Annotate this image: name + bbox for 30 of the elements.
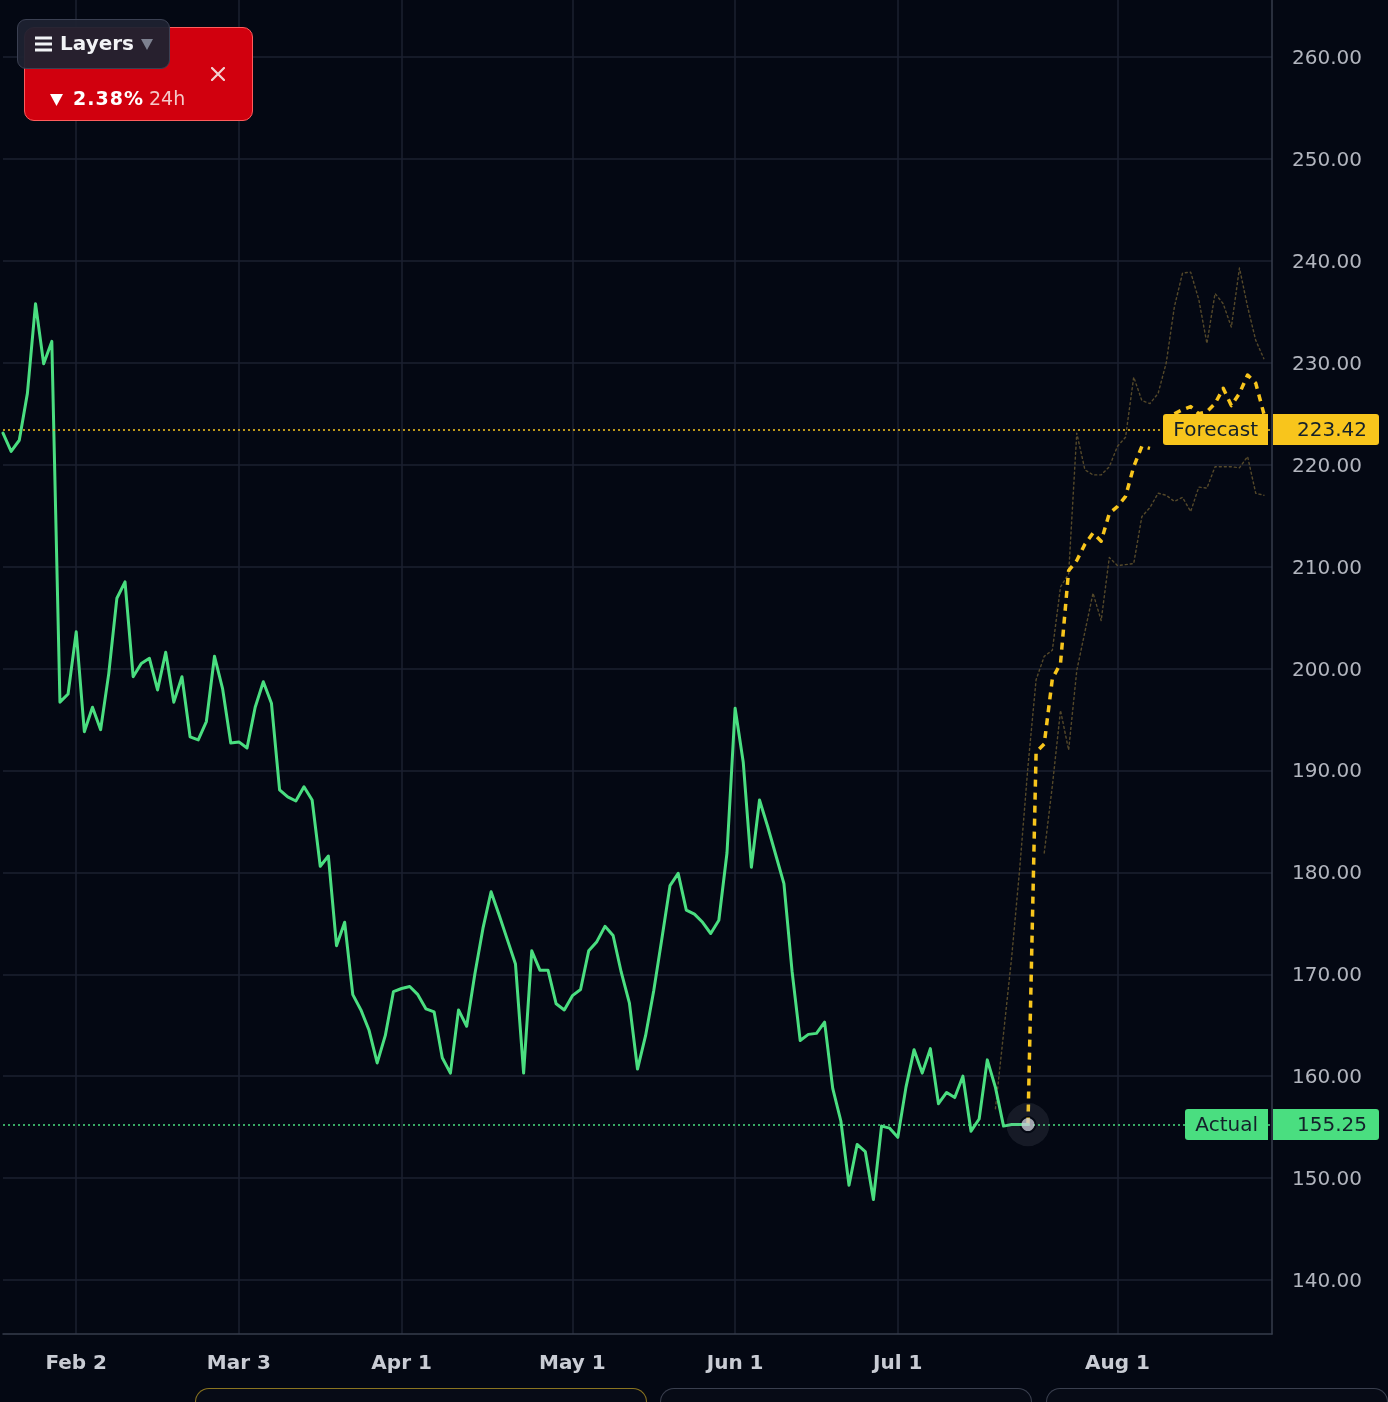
text: 155.25 (1273, 1109, 1379, 1141)
y-tick-label: 190.00 (1292, 758, 1362, 783)
y-tick-label: 150.00 (1292, 1166, 1362, 1191)
ref-line-label: Forecast (1163, 414, 1268, 446)
x-tick-label: Mar 3 (206, 1350, 271, 1374)
x-tick-label: Apr 1 (371, 1350, 432, 1374)
x-tick-label: Jun 1 (704, 1350, 764, 1374)
text: 223.42 (1273, 414, 1379, 446)
x-tick-label: Feb 2 (45, 1350, 108, 1374)
y-tick-label: 170.00 (1292, 962, 1362, 987)
line-series (1043, 455, 1265, 854)
annotation: 24h (149, 87, 186, 109)
y-tick-label: 230.00 (1292, 350, 1362, 375)
x-tick-label: Aug 1 (1084, 1350, 1150, 1374)
ref-line-label: Actual (1185, 1109, 1268, 1141)
y-tick-label: 140.00 (1292, 1267, 1362, 1292)
annotation: 2.38% (73, 87, 144, 109)
y-tick-label: 180.00 (1292, 860, 1362, 885)
x-tick-label: Jul 1 (871, 1350, 923, 1374)
line-series (994, 267, 1265, 1110)
layers-button: Layers (17, 19, 170, 69)
y-tick-label: 200.00 (1292, 656, 1362, 681)
y-tick-label: 220.00 (1292, 452, 1362, 477)
annotation: Layers (60, 31, 134, 55)
y-tick-label: 210.00 (1292, 554, 1362, 579)
y-tick-label: 160.00 (1292, 1064, 1362, 1089)
y-tick-label: 250.00 (1292, 146, 1362, 171)
x-tick-label: May 1 (539, 1350, 606, 1374)
y-tick-label: 260.00 (1292, 45, 1362, 70)
y-tick-label: 240.00 (1292, 248, 1362, 273)
